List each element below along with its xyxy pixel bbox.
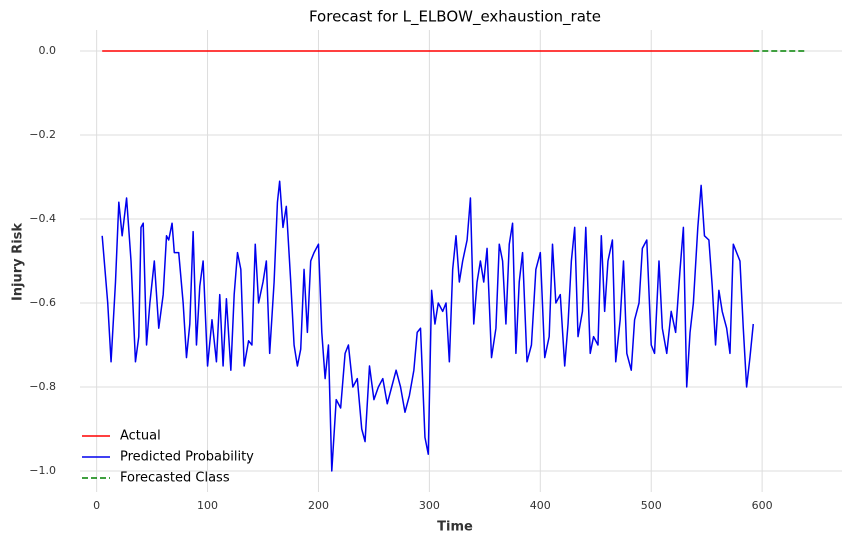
y-axis-label: Injury Risk: [11, 223, 26, 301]
chart-title: Forecast for L_ELBOW_exhaustion_rate: [309, 8, 601, 27]
legend-label: Predicted Probability: [120, 450, 254, 465]
x-tick-label: 600: [752, 499, 773, 512]
x-axis-label: Time: [437, 520, 473, 535]
y-tick-label: 0.0: [39, 44, 57, 57]
y-tick-label: −0.4: [29, 212, 56, 225]
series-line: [101, 180, 755, 472]
y-tick-label: −0.2: [29, 128, 56, 141]
x-tick-label: 300: [419, 499, 440, 512]
x-tick-label: 400: [530, 499, 551, 512]
y-tick-label: −0.8: [29, 380, 56, 393]
y-tick-label: −0.6: [29, 296, 56, 309]
x-tick-label: 500: [641, 499, 662, 512]
x-tick-label: 100: [197, 499, 218, 512]
x-tick-label: 200: [308, 499, 329, 512]
y-tick-label: −1.0: [29, 464, 56, 477]
legend-label: Actual: [120, 429, 161, 444]
x-tick-label: 0: [93, 499, 100, 512]
legend-label: Forecasted Class: [120, 471, 230, 486]
